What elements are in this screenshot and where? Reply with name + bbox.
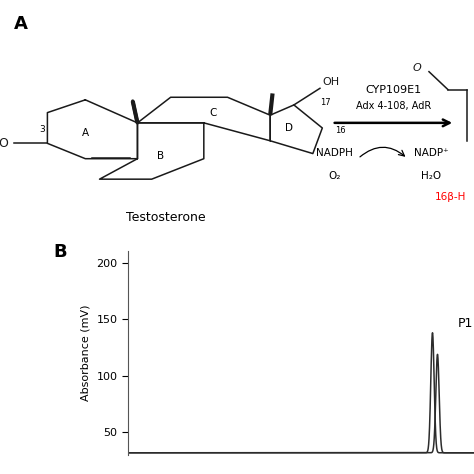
Text: NADPH: NADPH	[316, 148, 353, 158]
Text: A: A	[82, 128, 89, 137]
Y-axis label: Absorbance (mV): Absorbance (mV)	[81, 305, 91, 401]
Text: NADP⁺: NADP⁺	[414, 148, 449, 158]
Text: D: D	[285, 124, 293, 134]
Text: B: B	[53, 243, 66, 261]
Text: O: O	[0, 137, 9, 150]
Text: A: A	[14, 15, 28, 33]
Text: C: C	[210, 109, 217, 118]
Text: 16β-H: 16β-H	[435, 192, 466, 202]
Text: CYP109E1: CYP109E1	[365, 84, 421, 95]
Text: 16: 16	[336, 126, 346, 135]
Text: 3: 3	[39, 125, 45, 134]
Text: O₂: O₂	[328, 172, 340, 182]
Text: B: B	[157, 151, 164, 161]
Text: Testosterone: Testosterone	[126, 211, 206, 224]
Text: Adx 4-108, AdR: Adx 4-108, AdR	[356, 101, 431, 111]
Text: 17: 17	[320, 98, 330, 107]
Text: P1: P1	[457, 318, 473, 330]
Text: O: O	[413, 63, 421, 73]
Text: H₂O: H₂O	[421, 172, 441, 182]
Text: OH: OH	[322, 77, 339, 87]
